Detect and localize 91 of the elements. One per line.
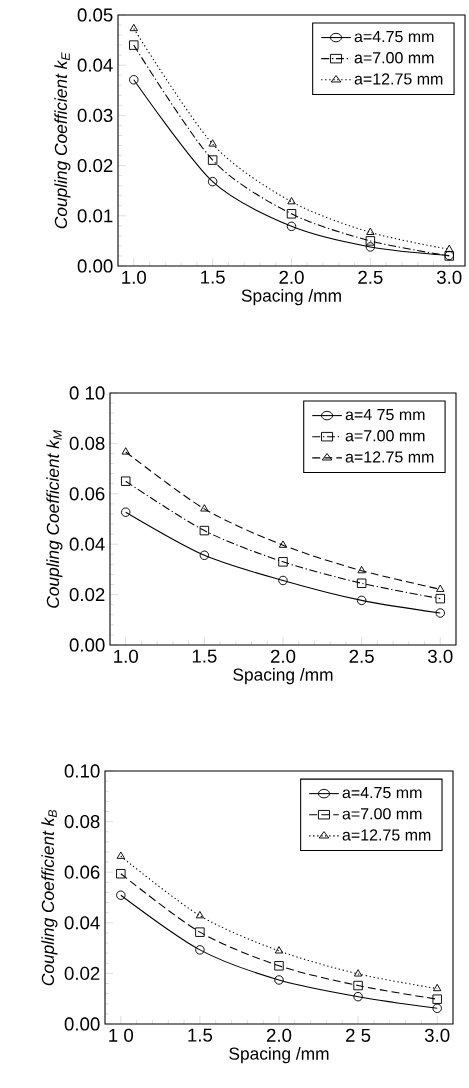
x-tick-label: 2 5	[346, 1028, 371, 1042]
point	[129, 40, 139, 50]
point	[356, 595, 367, 606]
point	[195, 945, 205, 955]
y-axis-title: Coupling Coefficient k$_{E}$	[54, 52, 71, 229]
point	[129, 23, 138, 32]
point	[432, 994, 442, 1004]
x-tick-label: 1 0	[109, 1028, 134, 1042]
point	[129, 75, 139, 85]
y-axis-title: Coupling Coefficient k$_{B}$	[41, 809, 58, 986]
point	[365, 236, 376, 246]
legend-label: a=7.00 mm	[354, 52, 434, 64]
y-tick-label: 0.00	[64, 1017, 100, 1031]
point	[436, 584, 445, 592]
legend-label: a=12.75 mm	[342, 829, 431, 841]
y-tick-label: 0.02	[69, 587, 105, 602]
x-tick-label: 2.5	[358, 270, 383, 284]
point	[199, 550, 210, 561]
x-tick-label: 2.5	[349, 649, 374, 663]
x-tick-label: 1.5	[188, 1028, 213, 1042]
x-tick-label: 3.0	[436, 270, 462, 284]
x-tick-label: 2.0	[270, 649, 296, 663]
y-tick-label: 0.06	[69, 487, 105, 501]
y-tick-label: 0.04	[69, 537, 105, 551]
y-axis-title: Coupling Coefficient k$_{M}$	[46, 429, 63, 608]
legend-label: a=12.75 mm	[354, 73, 443, 85]
point	[353, 991, 363, 1002]
y-tick-label: 0.04	[77, 58, 113, 72]
point	[121, 447, 130, 455]
y-tick-label: 0.06	[64, 865, 100, 879]
point	[274, 946, 284, 954]
legend-label: a=4.75 mm	[354, 31, 434, 43]
x-axis-title: Spacing /mm	[241, 289, 341, 306]
legend-label: a=4.75 mm	[342, 787, 422, 799]
x-tick-label: 3.0	[428, 649, 453, 663]
x-tick-label: 2.0	[266, 1028, 292, 1042]
point	[435, 608, 446, 618]
x-tick-label: 1.0	[114, 649, 138, 663]
point	[278, 540, 288, 548]
point	[207, 176, 218, 187]
point	[199, 525, 210, 536]
legend-label: a=7.00 mm	[342, 808, 422, 820]
point	[357, 565, 366, 574]
point	[286, 209, 297, 219]
y-tick-label: 0.00	[69, 638, 105, 652]
point	[195, 910, 205, 919]
x-tick-label: 1.0	[122, 270, 147, 284]
point	[432, 1003, 442, 1014]
y-tick-label: 0.00	[77, 259, 113, 273]
y-tick-label: 0.05	[77, 8, 113, 22]
point	[208, 139, 217, 147]
y-tick-label: 0.02	[64, 966, 100, 981]
x-tick-label: 1.5	[201, 270, 225, 284]
point	[207, 155, 218, 165]
point	[274, 961, 284, 971]
point	[365, 242, 376, 252]
point	[116, 851, 125, 859]
point	[433, 983, 442, 992]
x-axis-title: Spacing /mm	[233, 668, 333, 685]
point	[287, 197, 296, 205]
y-tick-label: 0.03	[77, 108, 113, 123]
point	[195, 927, 205, 937]
point	[366, 227, 375, 235]
point	[274, 975, 284, 985]
point	[120, 507, 131, 517]
y-tick-label: 0 10	[69, 386, 105, 400]
point	[278, 575, 288, 586]
x-axis-title: Spacing /mm	[229, 1047, 329, 1064]
legend-label: a=4 75 mm	[345, 409, 425, 421]
point	[200, 504, 209, 512]
y-tick-label: 0.08	[69, 436, 105, 451]
legend-label: a=7.00 mm	[345, 430, 425, 442]
legend-label: a=12.75 mm	[345, 451, 434, 463]
y-tick-label: 0.10	[64, 764, 100, 778]
x-tick-label: 3.0	[424, 1028, 450, 1042]
point	[435, 593, 446, 604]
point	[353, 969, 363, 977]
point	[116, 868, 126, 879]
point	[353, 980, 363, 991]
point	[445, 244, 454, 253]
y-tick-label: 0.02	[77, 158, 113, 173]
point	[356, 578, 367, 588]
x-tick-label: 1.5	[192, 649, 217, 663]
point	[286, 221, 297, 232]
point	[278, 557, 288, 567]
x-tick-label: 2.0	[279, 270, 304, 284]
point	[116, 890, 126, 900]
y-tick-label: 0.04	[64, 916, 100, 930]
y-tick-label: 0.01	[77, 209, 113, 223]
point	[120, 476, 131, 486]
y-tick-label: 0.08	[64, 814, 100, 829]
